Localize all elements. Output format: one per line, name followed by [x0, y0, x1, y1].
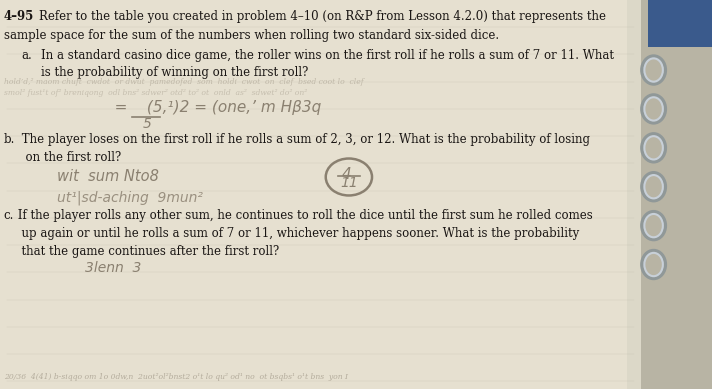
Text: 3lenn  3: 3lenn 3: [85, 261, 142, 275]
Text: 11: 11: [340, 176, 358, 190]
Text: The player loses on the first roll if he rolls a sum of 2, 3, or 12. What is the: The player loses on the first roll if he…: [18, 133, 590, 146]
Text: smol² fust¹t of² breniqong  odl bns² sdwer² otd² to² ot  onld  as²  sdwet² do² o: smol² fust¹t of² breniqong odl bns² sdwe…: [4, 89, 307, 98]
Text: c.: c.: [4, 209, 14, 222]
Text: 4: 4: [342, 167, 352, 182]
Text: If the player rolls any other sum, he continues to roll the dice until the first: If the player rolls any other sum, he co…: [14, 209, 593, 222]
Text: that the game continues after the first roll?: that the game continues after the first …: [14, 245, 280, 258]
FancyBboxPatch shape: [648, 0, 712, 47]
FancyBboxPatch shape: [641, 0, 712, 389]
Text: =    (5,¹)2 = (one,’ m Hβ3q: = (5,¹)2 = (one,’ m Hβ3q: [100, 100, 321, 116]
Text: 5: 5: [142, 117, 151, 131]
Text: wit  sum Nto8: wit sum Nto8: [57, 169, 159, 184]
Text: hold’d,² maom chuft  cwdot  or dwut  pamedofed  som  holdi  cwot  on  clef  bsed: hold’d,² maom chuft cwdot or dwut pamedo…: [4, 78, 363, 86]
Text: a.: a.: [21, 49, 32, 61]
Text: 20/36  4(41) b-siqqo om 1o 0dw,n  2uot²ol²bnst2 o¹t lo qu² od¹ no  ot bsqbs¹ o¹t: 20/36 4(41) b-siqqo om 1o 0dw,n 2uot²ol²…: [4, 373, 347, 382]
Text: sample space for the sum of the numbers when rolling two standard six-sided dice: sample space for the sum of the numbers …: [4, 29, 498, 42]
Text: 4–95: 4–95: [4, 10, 33, 23]
Text: on the first roll?: on the first roll?: [18, 151, 121, 164]
Text: In a standard casino dice game, the roller wins on the first roll if he rolls a : In a standard casino dice game, the roll…: [41, 49, 614, 61]
Text: ut¹|sd-aching  9mun²: ut¹|sd-aching 9mun²: [57, 191, 203, 205]
Text: Refer to the table you created in problem 4–10 (on R&P from Lesson 4.2.0) that r: Refer to the table you created in proble…: [39, 10, 606, 23]
Text: is the probability of winning on the first roll?: is the probability of winning on the fir…: [41, 66, 309, 79]
Text: b.: b.: [4, 133, 15, 146]
FancyBboxPatch shape: [627, 0, 655, 389]
FancyBboxPatch shape: [0, 0, 637, 389]
Text: up again or until he rolls a sum of 7 or 11, whichever happens sooner. What is t: up again or until he rolls a sum of 7 or…: [14, 227, 580, 240]
